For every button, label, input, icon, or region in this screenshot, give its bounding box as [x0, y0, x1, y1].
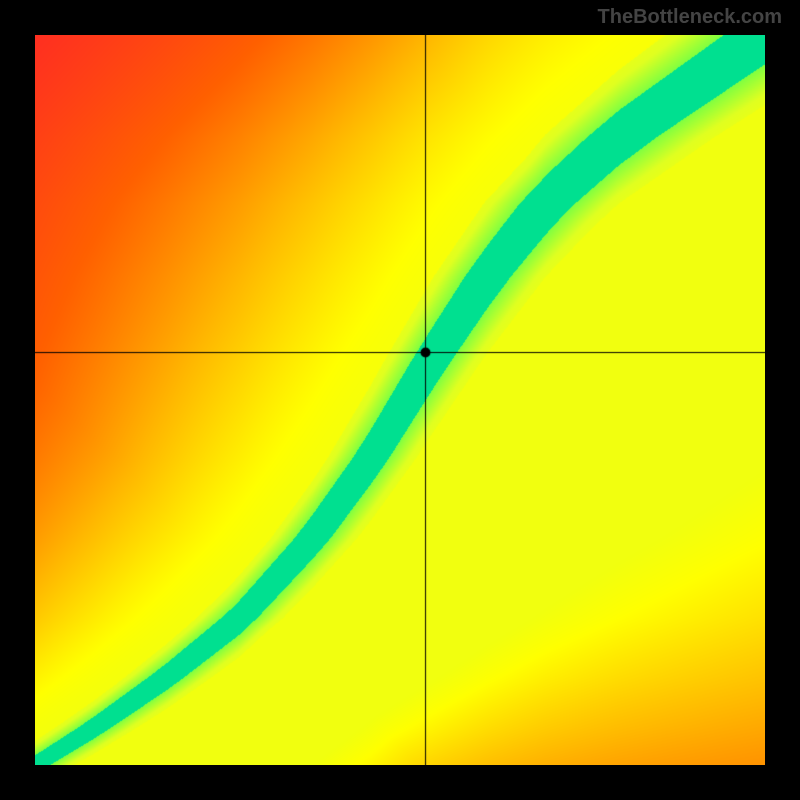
heatmap-canvas: [35, 35, 765, 765]
watermark-text: TheBottleneck.com: [598, 6, 782, 29]
heatmap-chart: [35, 35, 765, 765]
